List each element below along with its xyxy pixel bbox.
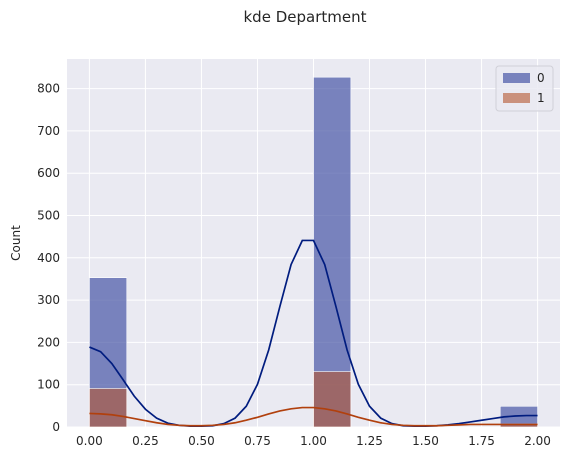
y-tick-label: 700 — [37, 124, 60, 138]
y-axis-label: Count — [9, 225, 23, 261]
x-tick-label: 1.75 — [468, 434, 495, 448]
kde-line-series-0 — [89, 239, 538, 427]
x-tick-label: 2.00 — [524, 434, 551, 448]
y-tick-label: 200 — [37, 335, 60, 349]
chart-title: kde Department — [244, 8, 367, 26]
kde-line-series-1 — [89, 406, 538, 427]
histogram-bars — [89, 76, 538, 428]
legend-swatch-0 — [503, 73, 530, 83]
y-tick-label: 0 — [52, 420, 60, 434]
x-tick-label: 0.50 — [188, 434, 215, 448]
kde-curves — [89, 239, 538, 427]
y-tick-labels: 0 100 200 300 400 500 600 700 800 — [37, 82, 60, 434]
legend-swatch-1 — [503, 93, 530, 103]
legend: 01 — [495, 65, 554, 112]
bar-series-1 — [313, 371, 352, 428]
x-tick-label: 1.50 — [412, 434, 439, 448]
legend-label-0: 0 — [537, 71, 545, 85]
x-tick-label: 1.25 — [356, 434, 383, 448]
y-tick-label: 300 — [37, 293, 60, 307]
y-tick-label: 600 — [37, 166, 60, 180]
y-tick-label: 500 — [37, 209, 60, 223]
y-tick-label: 800 — [37, 82, 60, 96]
y-tick-label: 400 — [37, 251, 60, 265]
bar-series-1 — [89, 388, 128, 428]
y-tick-label: 100 — [37, 378, 60, 392]
legend-label-1: 1 — [537, 91, 545, 105]
x-tick-label: 0.75 — [244, 434, 271, 448]
x-tick-labels: 0.00 0.25 0.50 0.75 1.00 1.25 1.50 1.75 2.00 — [76, 434, 551, 448]
x-tick-label: 0.25 — [132, 434, 159, 448]
x-tick-label: 1.00 — [300, 434, 327, 448]
x-tick-label: 0.00 — [76, 434, 103, 448]
